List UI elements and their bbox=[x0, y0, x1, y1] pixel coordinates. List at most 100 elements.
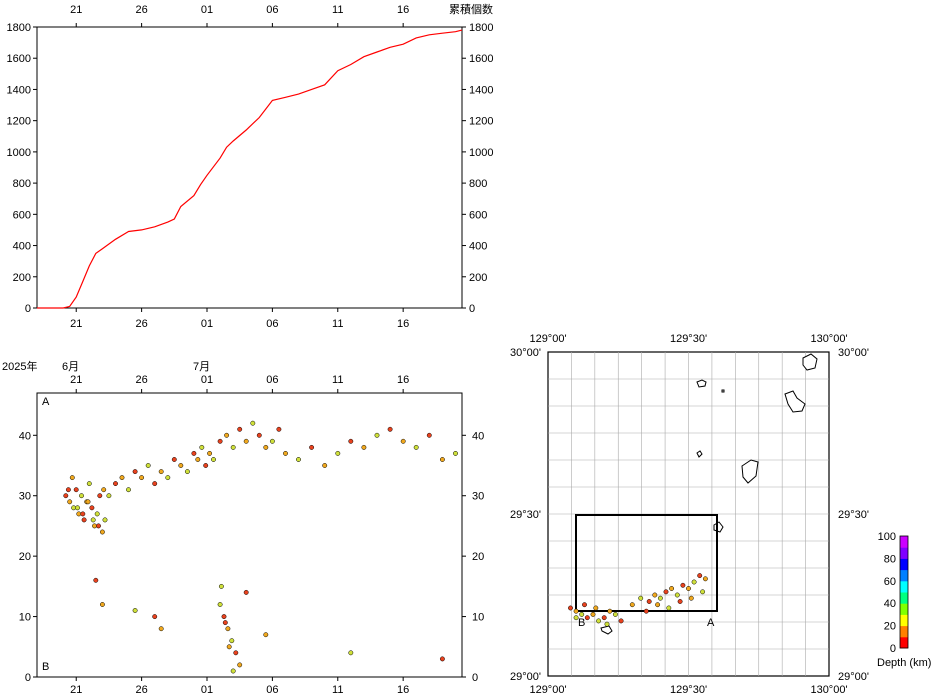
hypocenter-point bbox=[90, 517, 96, 523]
y-tick-label-left: 40 bbox=[19, 430, 31, 442]
hypocenter-point bbox=[106, 493, 112, 499]
corner-label-a: A bbox=[42, 396, 50, 408]
y-tick-label-right: 0 bbox=[469, 303, 475, 315]
y-tick-label-left: 1200 bbox=[7, 116, 31, 128]
cumulative-axis-title: 累積個数 bbox=[449, 2, 493, 16]
hypocenter-point bbox=[207, 450, 213, 456]
longitude-label-top: 129°30' bbox=[670, 333, 707, 345]
epicenter-point bbox=[663, 589, 669, 595]
epicenter-point bbox=[568, 605, 573, 611]
y-tick-label-right: 1400 bbox=[469, 84, 493, 96]
hypocenter-point bbox=[283, 450, 288, 456]
y-tick-label-left: 200 bbox=[13, 272, 31, 284]
y-tick-label-right: 1600 bbox=[469, 53, 493, 65]
hypocenter-point bbox=[387, 426, 393, 432]
hypocenter-point bbox=[158, 626, 164, 632]
x-tick-label-bottom: 01 bbox=[201, 318, 213, 330]
depth-colorbar-frame bbox=[899, 535, 909, 649]
hypocenter-point bbox=[263, 632, 269, 638]
islands bbox=[600, 353, 818, 635]
x-tick-label-top: 01 bbox=[201, 374, 213, 386]
x-tick-label-bottom: 11 bbox=[332, 318, 343, 330]
latitude-label-right: 29°30' bbox=[838, 509, 869, 521]
hypocenter-point bbox=[102, 517, 108, 523]
x-tick-label-bottom: 16 bbox=[397, 318, 409, 330]
island-3 bbox=[802, 353, 818, 371]
hypocenter-point bbox=[85, 499, 91, 505]
depth-colorbar-ticks: 100 80 60 40 20 0 bbox=[878, 531, 896, 655]
colorbar-segment bbox=[900, 603, 908, 615]
hypocenter-point bbox=[361, 444, 367, 450]
hypocenter-point bbox=[152, 614, 158, 620]
hypocenter-point bbox=[225, 626, 231, 632]
epicenter-point bbox=[629, 602, 635, 608]
longitude-label-bottom: 129°00' bbox=[529, 684, 566, 696]
depth-colorbar bbox=[900, 536, 908, 649]
epicenter-point bbox=[655, 602, 661, 608]
epicenter-point bbox=[702, 576, 708, 582]
hypocenter-point bbox=[86, 481, 92, 487]
y-tick-label-left: 1800 bbox=[7, 22, 31, 34]
epicenter-point bbox=[643, 608, 649, 614]
hypocenter-point bbox=[195, 457, 201, 462]
hypocenter-point bbox=[243, 589, 249, 595]
epicenter-point bbox=[674, 592, 680, 598]
hypocenter-point bbox=[224, 432, 230, 438]
epicenter-point bbox=[607, 608, 613, 614]
hypocenter-point bbox=[243, 438, 249, 444]
y-tick-label-right: 0 bbox=[472, 672, 478, 684]
epicenter-point bbox=[584, 615, 590, 621]
hypocenter-point bbox=[76, 511, 82, 517]
epicenter-point bbox=[677, 599, 683, 604]
epicenter-point bbox=[579, 611, 585, 617]
hypocenter-point bbox=[139, 475, 145, 481]
hypocenter-point bbox=[65, 487, 71, 493]
y-tick-label-right: 400 bbox=[469, 241, 487, 253]
y-tick-label-left: 1600 bbox=[7, 53, 31, 65]
cumulative-line bbox=[37, 29, 463, 309]
colorbar-segment bbox=[900, 558, 908, 571]
y-tick-label-left: 30 bbox=[19, 491, 31, 503]
x-tick-label-bottom: 26 bbox=[135, 684, 147, 696]
island-2 bbox=[721, 389, 725, 393]
y-tick-label-left: 10 bbox=[19, 612, 31, 624]
hypocenter-point bbox=[222, 620, 228, 626]
colorbar-segment bbox=[900, 547, 908, 559]
epicenter-point bbox=[590, 611, 596, 617]
colorbar-tick-label: 80 bbox=[884, 553, 896, 565]
x-tick-label-bottom: 01 bbox=[201, 684, 213, 696]
hypocenter-point bbox=[218, 583, 224, 589]
hypocenter-point bbox=[229, 638, 235, 644]
x-tick-label-top: 21 bbox=[70, 4, 82, 16]
epicenter-point bbox=[573, 615, 579, 621]
epicenter-point bbox=[686, 586, 691, 591]
depth-time-y-ticks: 0 0 10 10 20 20 30 30 40 40 bbox=[19, 430, 485, 684]
month-label-july: 7月 bbox=[193, 361, 210, 373]
hypocenter-point bbox=[67, 499, 73, 505]
hypocenter-point bbox=[101, 487, 107, 493]
hypocenter-point bbox=[237, 662, 243, 668]
hypocenter-point bbox=[348, 438, 354, 444]
x-tick-label-top: 06 bbox=[266, 374, 278, 386]
hypocenter-point bbox=[184, 469, 190, 475]
cumulative-chart: 累積個数 21 21 26 26 01 01 06 06 11 11 16 16 0 0 200 200 40… bbox=[7, 2, 494, 330]
hypocenter-point bbox=[165, 475, 171, 481]
hypocenter-point bbox=[276, 426, 282, 432]
hypocenter-point bbox=[439, 457, 445, 462]
y-tick-label-right: 10 bbox=[472, 612, 484, 624]
x-tick-label-top: 16 bbox=[397, 374, 409, 386]
longitude-label-top: 130°00' bbox=[810, 333, 847, 345]
x-tick-label-bottom: 26 bbox=[135, 318, 147, 330]
hypocenter-point bbox=[158, 469, 164, 475]
depth-time-x-ticks: 21 21 26 26 01 01 06 06 11 11 16 16 bbox=[70, 374, 409, 696]
hypocenter-point bbox=[296, 457, 301, 462]
epicenter-map: 129°00' 129°00' 129°30' 129°30' 130°00' 130°0… bbox=[510, 333, 869, 696]
hypocenter-point bbox=[211, 457, 216, 462]
y-tick-label-right: 800 bbox=[469, 178, 487, 190]
y-tick-label-left: 0 bbox=[25, 672, 31, 684]
longitude-label-top: 129°00' bbox=[529, 333, 566, 345]
epicenter-point bbox=[601, 615, 607, 621]
colorbar-segment bbox=[900, 569, 908, 582]
hypocenter-point bbox=[97, 493, 103, 499]
